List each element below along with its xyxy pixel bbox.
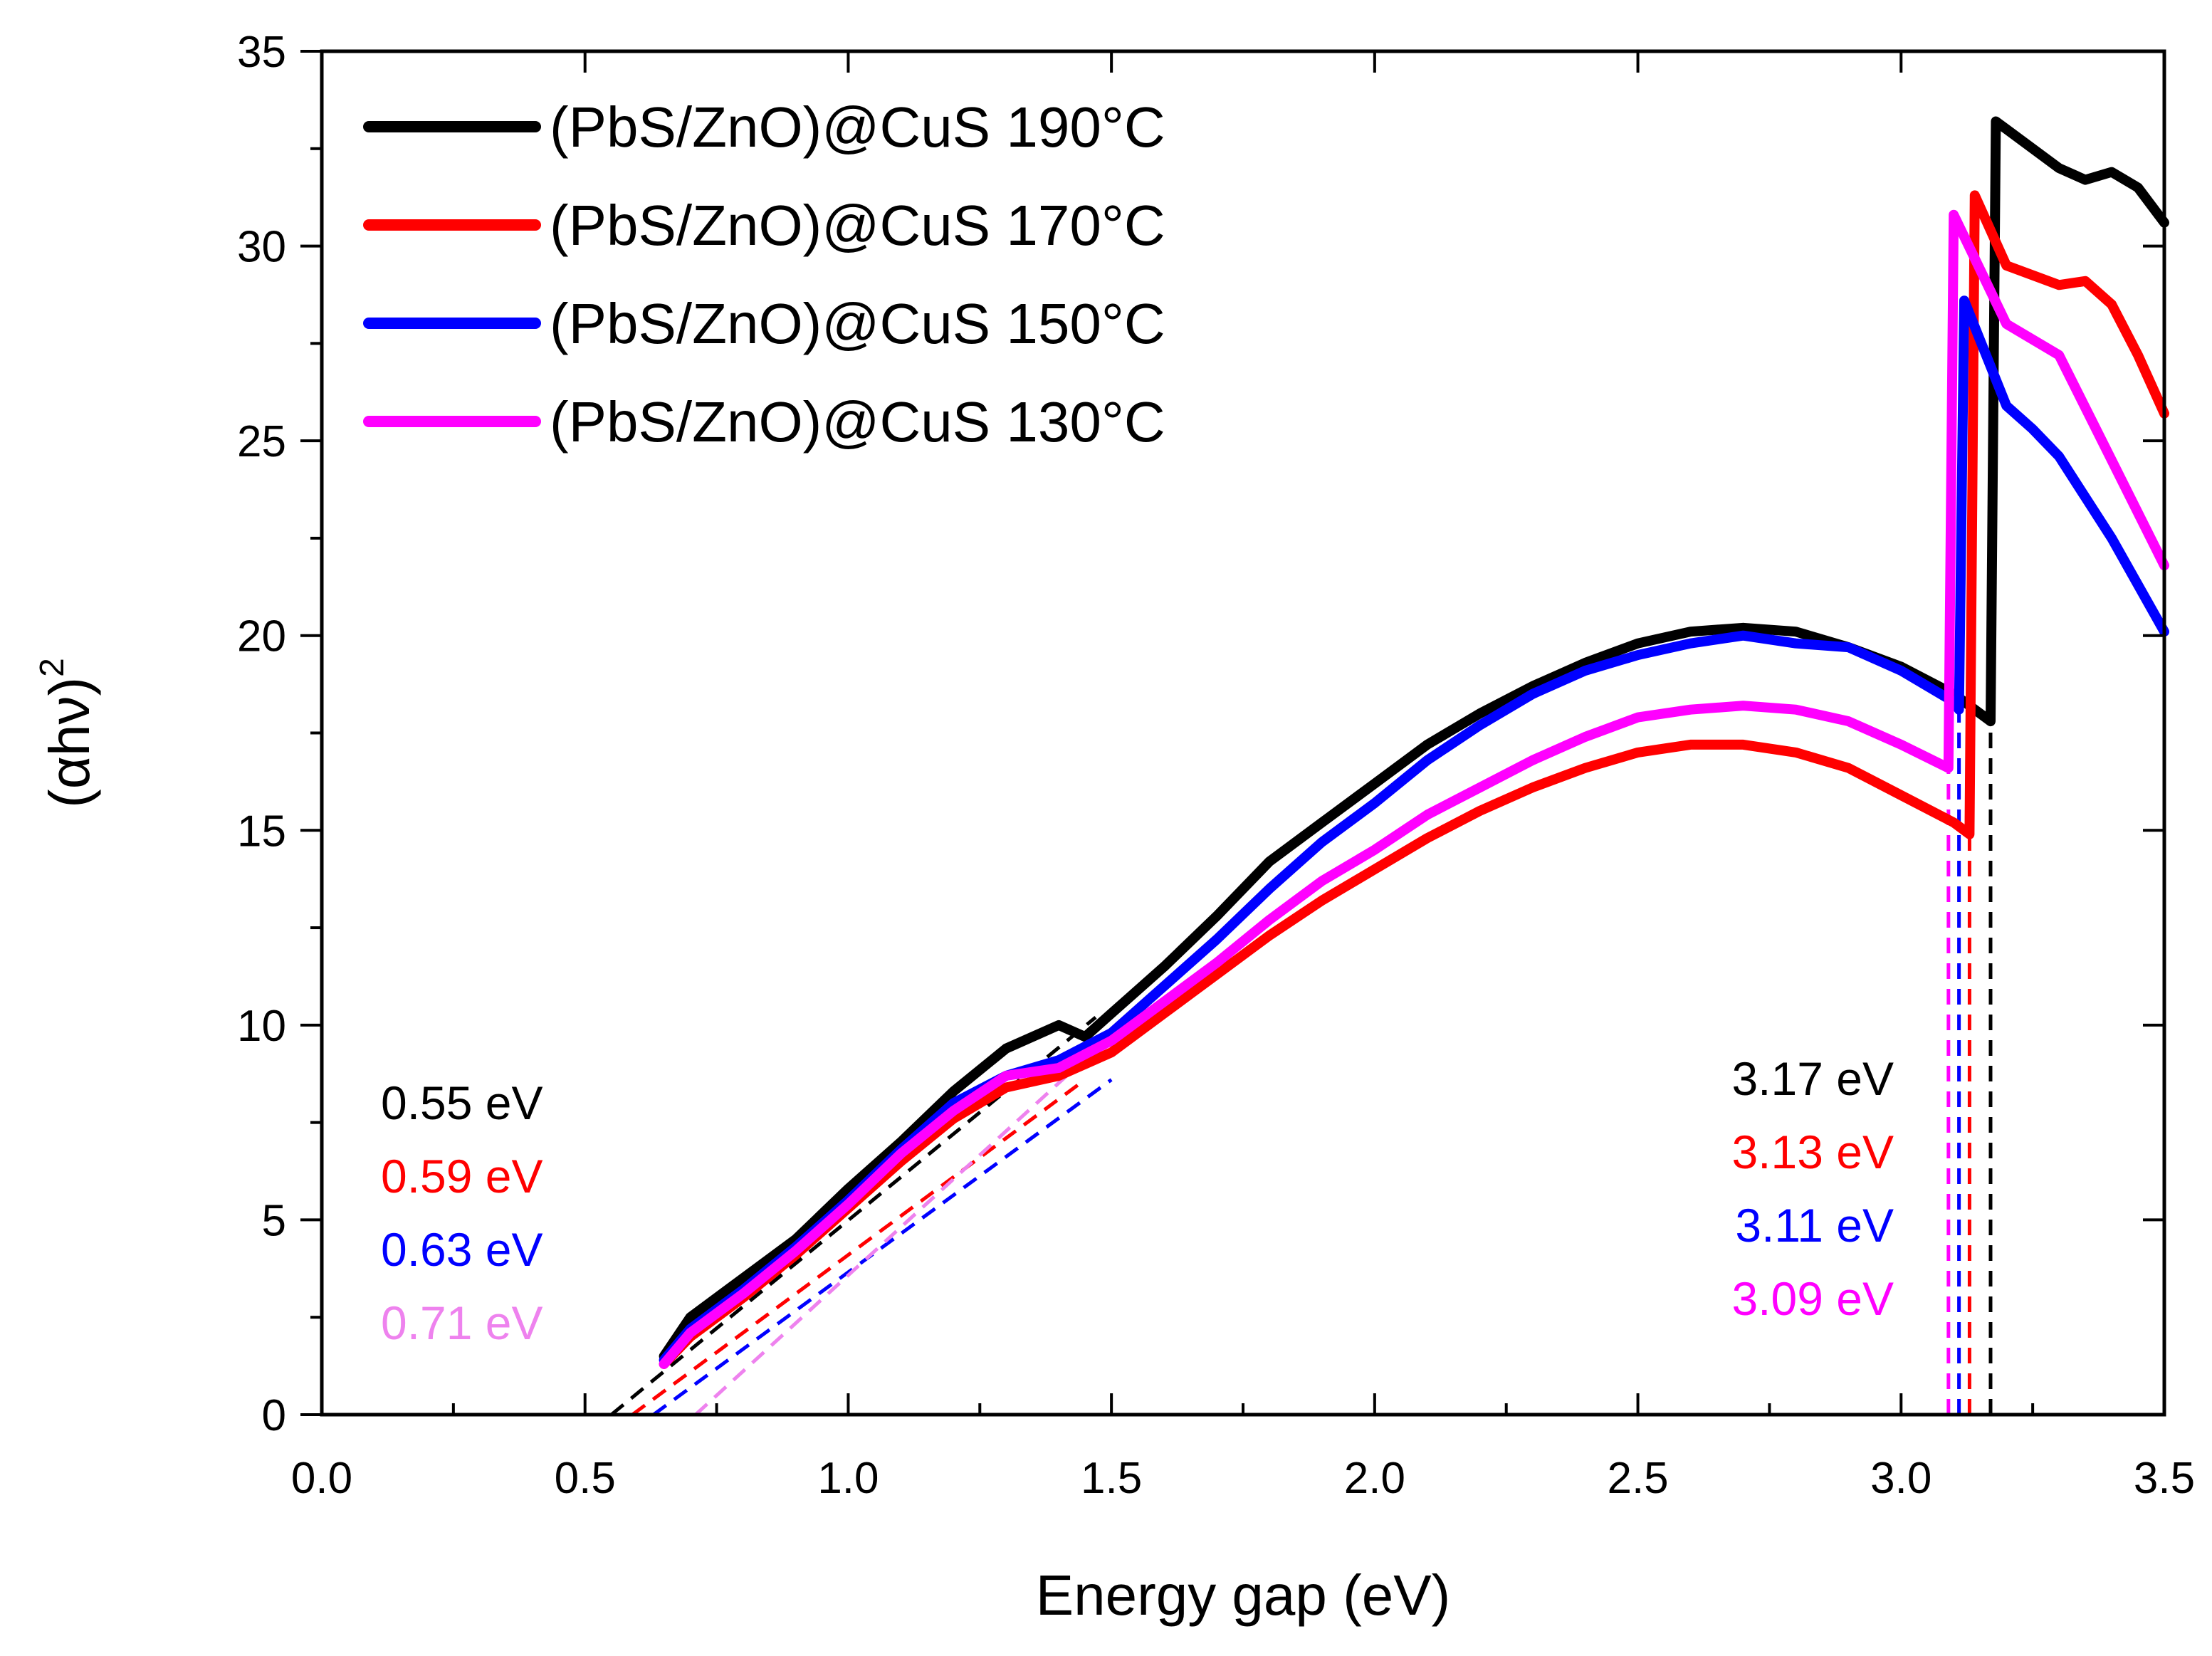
legend-label: (PbS/ZnO)@CuS 190°C <box>550 95 1165 159</box>
band-gap-labels-right: 3.17 eV 3.13 eV 3.11 eV 3.09 eV <box>1731 1052 1894 1325</box>
band-gap-label: 0.71 eV <box>381 1296 543 1349</box>
x-tick-label: 0.5 <box>555 1454 616 1503</box>
fit-line <box>631 1078 1086 1417</box>
band-gap-label: 0.55 eV <box>381 1076 543 1129</box>
y-tick-label: 35 <box>237 28 286 77</box>
series-line <box>659 295 2169 1366</box>
series-line <box>659 190 2169 1369</box>
x-tick-label: 1.5 <box>1081 1454 1142 1503</box>
band-gap-label: 3.11 eV <box>1735 1199 1894 1252</box>
series-line <box>659 209 2169 1369</box>
y-tick-label: 5 <box>262 1196 286 1245</box>
y-axis-title: (αhν)2 <box>33 658 101 808</box>
band-gap-label: 0.63 eV <box>381 1223 543 1276</box>
legend-label: (PbS/ZnO)@CuS 130°C <box>550 390 1165 454</box>
band-gap-label: 3.17 eV <box>1731 1052 1894 1105</box>
x-tick-label: 3.0 <box>1870 1454 1931 1503</box>
x-tick-label: 0.0 <box>291 1454 352 1503</box>
y-axis-title-main: (αhν) <box>38 677 101 808</box>
x-tick-label: 1.0 <box>817 1454 879 1503</box>
legend-label: (PbS/ZnO)@CuS 150°C <box>550 292 1165 355</box>
x-tick-label: 2.5 <box>1607 1454 1668 1503</box>
series-line <box>659 116 2169 1361</box>
y-tick-label: 25 <box>237 417 286 466</box>
legend: (PbS/ZnO)@CuS 190°C (PbS/ZnO)@CuS 170°C (P… <box>363 95 1165 454</box>
y-tick-label: 15 <box>237 807 286 856</box>
band-gap-label: 3.09 eV <box>1731 1272 1894 1325</box>
y-tick-label: 20 <box>237 612 286 661</box>
x-axis-title: Energy gap (eV) <box>1036 1563 1451 1627</box>
y-tick-label: 10 <box>237 1002 286 1051</box>
x-tick-label: 3.5 <box>2134 1454 2195 1503</box>
fit-line <box>652 1078 1113 1417</box>
y-axis-title-superscript: 2 <box>33 658 71 677</box>
band-gap-labels-left: 0.55 eV 0.59 eV 0.63 eV 0.71 eV <box>381 1076 543 1349</box>
series-lines <box>659 116 2169 1369</box>
y-tick-label: 0 <box>262 1391 286 1440</box>
fit-line <box>694 961 1192 1416</box>
x-tick-label: 2.0 <box>1344 1454 1405 1503</box>
legend-label: (PbS/ZnO)@CuS 170°C <box>550 194 1165 257</box>
y-tick-label: 30 <box>237 223 286 272</box>
axis-ticks: 0.0 0.5 1.0 1.5 2.0 2.5 3.0 3.5 0 5 10 15 20 25 30 35 <box>237 28 2195 1503</box>
band-gap-label: 0.59 eV <box>381 1150 543 1202</box>
band-gap-label: 3.13 eV <box>1731 1126 1894 1178</box>
